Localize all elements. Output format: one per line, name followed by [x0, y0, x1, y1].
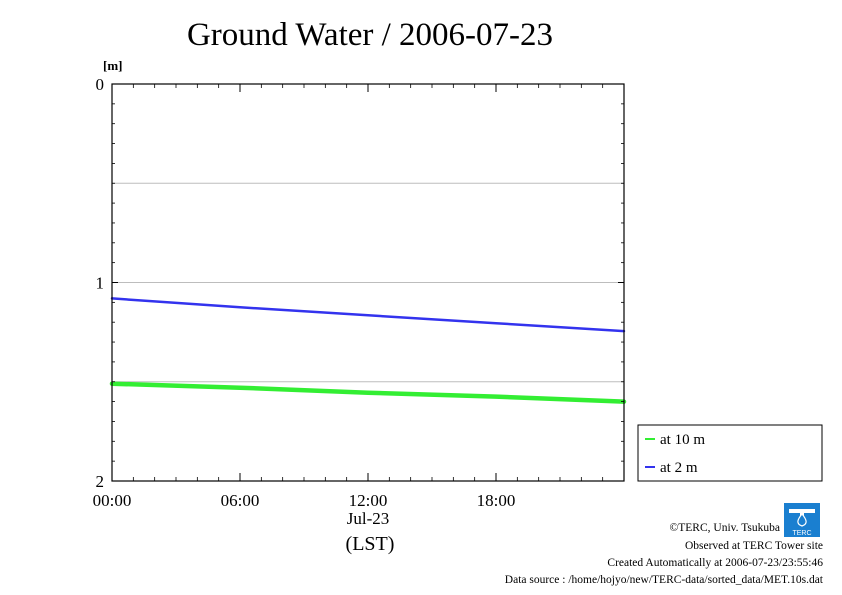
grid-lines: [112, 182, 624, 383]
axis-ticks: 0 1 200:00 06:00 12:00 18:00: [93, 75, 625, 510]
footer-created: Created Automatically at 2006-07-23/23:5…: [607, 557, 823, 569]
series-lines: [109, 297, 627, 404]
y-axis-unit: [m]: [103, 58, 123, 73]
x-date-label: Jul-23: [347, 509, 390, 528]
x-tick-label: 00:00: [93, 491, 132, 510]
x-axis-label: (LST): [346, 533, 395, 555]
legend-label-at-10m: at 10 m: [660, 432, 705, 448]
y-tick-label: 0: [96, 75, 105, 94]
x-tick-label: 12:00: [349, 491, 388, 510]
footer-copyright: ©TERC, Univ. Tsukuba: [670, 522, 780, 534]
footer-observed: Observed at TERC Tower site: [685, 540, 823, 552]
legend: at 10 m at 2 m: [637, 424, 823, 482]
logo-drop-icon: [797, 513, 807, 527]
series-line-at2m: [110, 297, 626, 333]
legend-label-at-2m: at 2 m: [660, 460, 698, 476]
y-tick-label: 2: [96, 472, 105, 491]
x-tick-label: 18:00: [477, 491, 516, 510]
logo-text: TERC: [792, 530, 811, 537]
series-line-at10m: [109, 381, 627, 404]
legend-box: [637, 424, 823, 482]
y-tick-label: 1: [96, 274, 105, 293]
footer-source: Data source : /home/hojyo/new/TERC-data/…: [505, 574, 824, 586]
x-tick-label: 06:00: [221, 491, 260, 510]
chart-title: Ground Water / 2006-07-23: [187, 17, 553, 53]
terc-logo: TERC: [784, 503, 820, 537]
